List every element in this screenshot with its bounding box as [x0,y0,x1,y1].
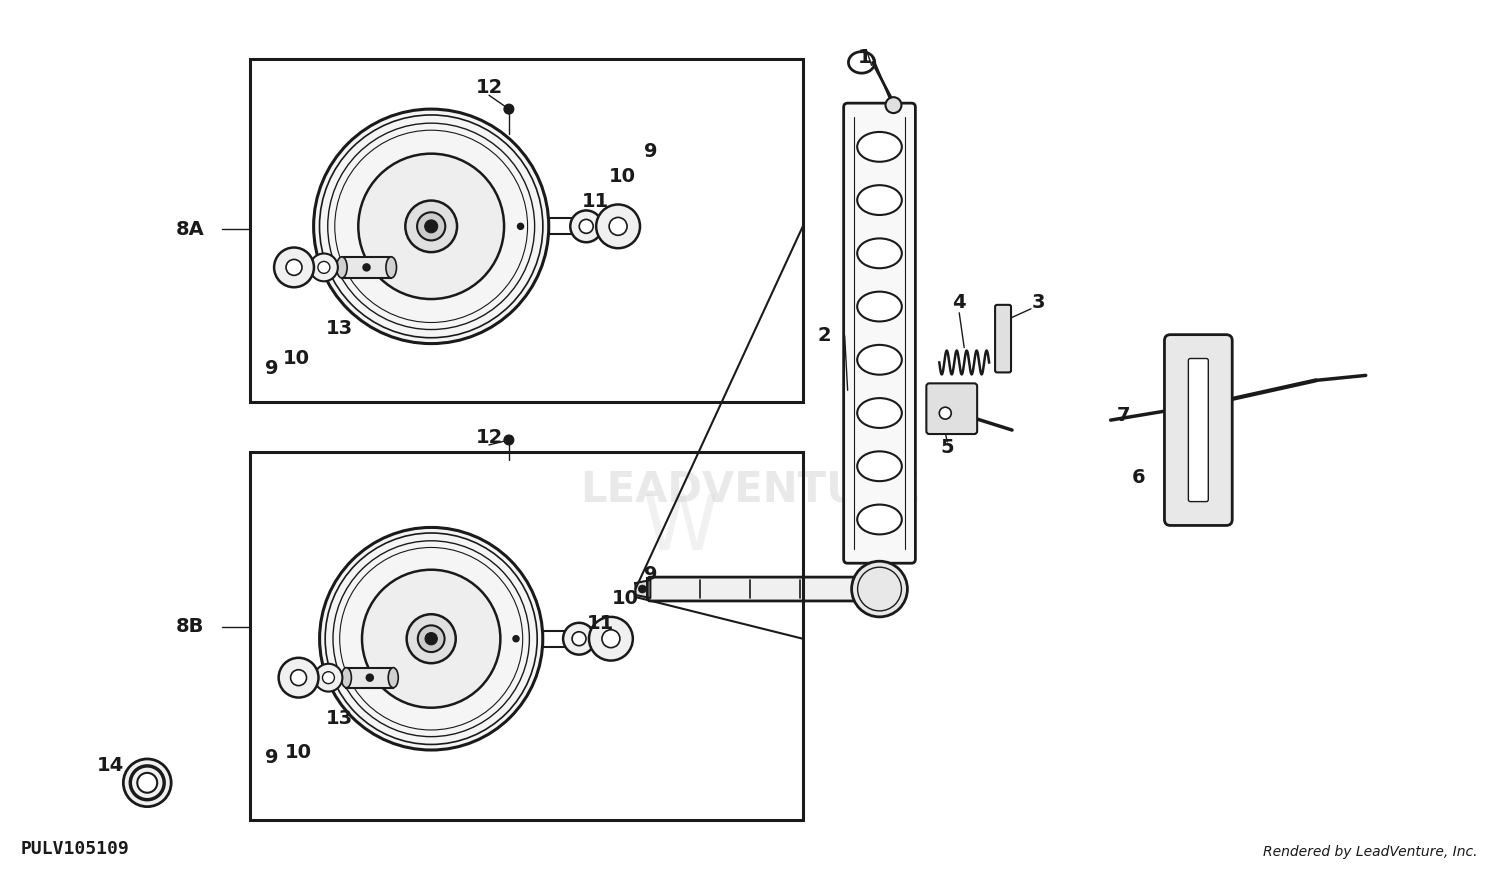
Circle shape [596,204,640,248]
Circle shape [562,623,596,654]
Circle shape [572,632,586,646]
Circle shape [504,435,515,445]
Text: 2: 2 [818,326,831,345]
FancyBboxPatch shape [994,305,1011,372]
Circle shape [939,407,951,419]
Circle shape [602,630,619,647]
Text: 13: 13 [326,319,352,338]
Text: 12: 12 [476,427,502,447]
Text: 8B: 8B [176,618,204,636]
Circle shape [579,219,592,233]
Ellipse shape [856,292,901,321]
Text: PULV105109: PULV105109 [21,840,129,858]
Circle shape [518,224,524,229]
Text: 11: 11 [582,192,609,211]
Circle shape [419,625,444,652]
Text: W: W [642,492,718,567]
Circle shape [406,614,456,663]
Text: 10: 10 [285,744,312,762]
Ellipse shape [386,257,396,278]
Ellipse shape [856,505,901,534]
Circle shape [315,664,342,691]
Text: 9: 9 [644,565,657,583]
Text: 6: 6 [1131,469,1146,487]
Circle shape [417,212,446,240]
Text: 9: 9 [644,142,657,161]
Circle shape [274,248,314,287]
FancyBboxPatch shape [342,257,392,278]
Circle shape [852,562,907,617]
Circle shape [570,210,602,243]
Text: 14: 14 [98,756,124,775]
Circle shape [424,220,438,233]
FancyBboxPatch shape [346,668,393,688]
Circle shape [639,585,646,593]
Text: 4: 4 [952,293,966,313]
FancyBboxPatch shape [1188,358,1209,502]
Text: 5: 5 [940,438,954,457]
Circle shape [513,636,519,641]
Text: 9: 9 [266,748,279,767]
Ellipse shape [856,132,901,162]
Circle shape [358,153,504,299]
Circle shape [318,261,330,273]
Circle shape [609,217,627,236]
Circle shape [424,632,438,645]
FancyBboxPatch shape [843,103,915,563]
Circle shape [363,265,369,271]
Circle shape [322,672,334,683]
Ellipse shape [856,398,901,427]
Circle shape [314,110,549,343]
Text: 10: 10 [612,590,639,609]
Text: LEADVENTURE: LEADVENTURE [579,469,921,511]
Circle shape [405,201,457,252]
Circle shape [138,773,158,793]
Circle shape [291,670,306,686]
Bar [251,452,802,820]
Circle shape [504,104,515,114]
Text: 1: 1 [858,48,871,67]
Text: 11: 11 [586,614,613,633]
Text: 9: 9 [266,359,279,378]
Text: 10: 10 [609,167,636,187]
Circle shape [279,658,318,697]
Circle shape [590,617,633,661]
Ellipse shape [856,185,901,215]
Circle shape [123,759,171,807]
Ellipse shape [388,668,399,688]
Ellipse shape [856,451,901,481]
Ellipse shape [342,668,351,688]
FancyBboxPatch shape [1164,335,1232,526]
Circle shape [310,253,338,281]
Text: 3: 3 [1032,293,1046,313]
Circle shape [368,675,374,681]
Bar [251,60,802,402]
FancyBboxPatch shape [927,384,976,434]
Text: 12: 12 [476,78,502,96]
Circle shape [885,97,902,113]
Circle shape [320,527,543,750]
FancyBboxPatch shape [648,577,862,601]
Circle shape [286,259,302,275]
Text: 8A: 8A [176,220,204,239]
Text: 13: 13 [326,709,352,728]
Text: 10: 10 [284,349,310,368]
Polygon shape [636,580,651,598]
Text: Rendered by LeadVenture, Inc.: Rendered by LeadVenture, Inc. [1263,845,1478,859]
Ellipse shape [336,257,346,278]
Ellipse shape [856,345,901,375]
Ellipse shape [856,238,901,268]
Text: 7: 7 [1118,406,1131,425]
Circle shape [362,569,501,708]
